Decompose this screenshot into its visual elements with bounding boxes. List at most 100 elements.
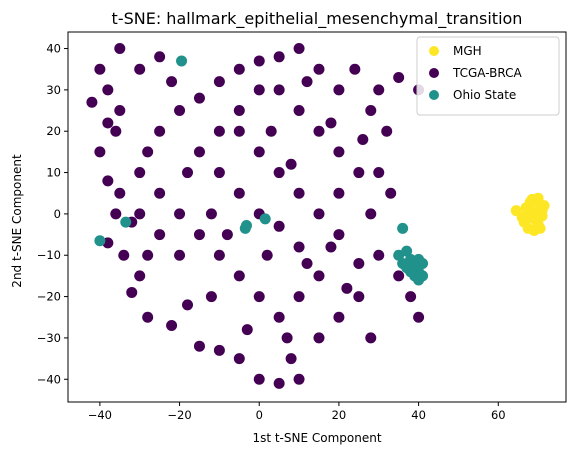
data-point xyxy=(397,222,409,234)
x-tick-label: 0 xyxy=(256,408,263,422)
data-point xyxy=(174,208,186,220)
data-point xyxy=(154,125,166,137)
y-tick-label: −40 xyxy=(37,372,61,386)
data-point xyxy=(126,286,138,298)
data-point xyxy=(405,253,417,265)
data-point xyxy=(385,187,397,199)
data-point xyxy=(536,205,548,217)
data-point xyxy=(393,270,405,282)
data-point xyxy=(176,55,188,67)
data-point xyxy=(118,249,130,261)
data-point xyxy=(120,216,132,228)
data-point xyxy=(166,76,178,88)
data-point xyxy=(86,96,98,108)
legend-box xyxy=(416,36,560,116)
chart-title: t-SNE: hallmark_epithelial_mesenchymal_t… xyxy=(112,9,523,29)
data-point xyxy=(333,84,345,96)
data-point xyxy=(373,249,385,261)
data-point xyxy=(265,125,277,137)
data-point xyxy=(253,291,265,303)
data-point xyxy=(325,117,337,129)
data-point xyxy=(365,105,377,117)
data-point xyxy=(281,332,293,344)
data-point xyxy=(233,125,245,137)
data-point xyxy=(293,187,305,199)
data-point xyxy=(114,43,126,55)
data-point xyxy=(417,270,429,282)
data-point xyxy=(413,253,425,265)
data-point xyxy=(530,214,542,226)
data-point xyxy=(353,291,365,303)
data-point xyxy=(534,222,546,234)
y-tick-label: 10 xyxy=(46,166,61,180)
data-point xyxy=(213,76,225,88)
legend-label: Ohio State xyxy=(453,88,516,102)
x-tick-label: 40 xyxy=(411,408,426,422)
data-point xyxy=(516,211,528,223)
data-point xyxy=(142,311,154,323)
data-point xyxy=(233,270,245,282)
data-point xyxy=(94,235,106,247)
data-point xyxy=(365,208,377,220)
data-point xyxy=(166,320,178,332)
data-point xyxy=(154,229,166,241)
data-point xyxy=(333,229,345,241)
data-point xyxy=(233,353,245,365)
data-point xyxy=(174,249,186,261)
data-point xyxy=(381,125,393,137)
data-point xyxy=(114,105,126,117)
x-tick-label: −40 xyxy=(88,408,112,422)
data-point xyxy=(94,63,106,75)
data-point xyxy=(253,55,265,67)
y-tick-label: −30 xyxy=(37,331,61,345)
data-point xyxy=(174,105,186,117)
x-tick-label: 60 xyxy=(491,408,506,422)
legend-marker xyxy=(429,68,439,78)
data-point xyxy=(154,187,166,199)
data-point xyxy=(110,125,122,137)
data-point xyxy=(401,245,413,257)
data-point xyxy=(273,377,285,389)
data-point xyxy=(357,133,369,145)
data-point xyxy=(353,167,365,179)
data-point xyxy=(313,63,325,75)
y-tick-label: 20 xyxy=(46,124,61,138)
data-point xyxy=(134,63,146,75)
plot-frame xyxy=(67,31,567,403)
data-point xyxy=(261,249,273,261)
data-point xyxy=(349,63,361,75)
data-point xyxy=(193,340,205,352)
data-point xyxy=(134,270,146,282)
y-axis-label: 2nd t-SNE Component xyxy=(10,154,24,288)
legend-marker xyxy=(429,90,439,100)
data-point xyxy=(313,208,325,220)
data-point xyxy=(325,241,337,253)
data-point xyxy=(110,208,122,220)
data-point xyxy=(205,291,217,303)
data-point xyxy=(253,373,265,385)
x-tick-label: −20 xyxy=(167,408,191,422)
data-point xyxy=(526,193,538,205)
data-point xyxy=(233,63,245,75)
data-point xyxy=(293,291,305,303)
data-point xyxy=(273,311,285,323)
data-point xyxy=(142,249,154,261)
data-points xyxy=(86,43,550,389)
legend-label: MGH xyxy=(453,44,482,58)
data-point xyxy=(273,220,285,232)
data-point xyxy=(373,84,385,96)
data-point xyxy=(365,332,377,344)
data-point xyxy=(293,43,305,55)
y-tick-label: 40 xyxy=(46,42,61,56)
legend-marker xyxy=(429,46,439,56)
series-ohio-state xyxy=(94,55,429,286)
data-point xyxy=(193,229,205,241)
series-mgh xyxy=(510,192,550,236)
data-point xyxy=(273,167,285,179)
data-point xyxy=(313,125,325,137)
data-point xyxy=(102,175,114,187)
data-point xyxy=(333,311,345,323)
data-point xyxy=(333,146,345,158)
data-point xyxy=(182,299,194,311)
data-point xyxy=(213,167,225,179)
